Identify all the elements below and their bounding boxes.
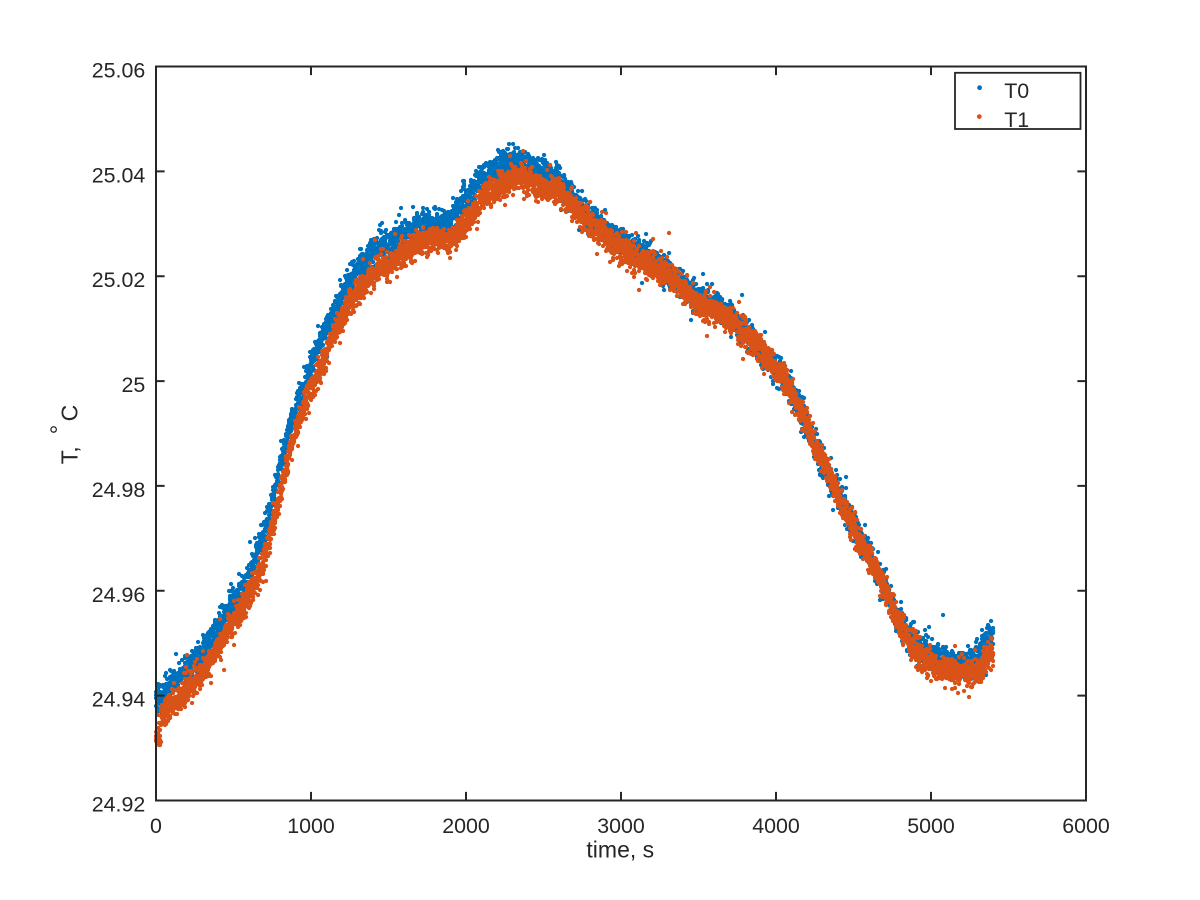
svg-text:1000: 1000 <box>287 814 335 838</box>
svg-text:24.92: 24.92 <box>92 793 146 817</box>
svg-text:T0: T0 <box>1004 79 1029 103</box>
svg-text:24.94: 24.94 <box>92 688 146 712</box>
svg-text:T1: T1 <box>1004 108 1029 132</box>
svg-text:2000: 2000 <box>442 814 490 838</box>
svg-text:24.98: 24.98 <box>92 478 146 502</box>
svg-text:25.06: 25.06 <box>92 59 146 83</box>
svg-text:time, s: time, s <box>586 837 654 863</box>
svg-text:25: 25 <box>122 373 146 397</box>
svg-text:5000: 5000 <box>907 814 955 838</box>
svg-text:24.96: 24.96 <box>92 583 146 607</box>
svg-text:3000: 3000 <box>597 814 645 838</box>
svg-text:25.04: 25.04 <box>92 163 146 187</box>
svg-text:4000: 4000 <box>752 814 800 838</box>
svg-text:25.02: 25.02 <box>92 268 146 292</box>
svg-text:6000: 6000 <box>1062 814 1110 838</box>
svg-text:0: 0 <box>150 814 162 838</box>
